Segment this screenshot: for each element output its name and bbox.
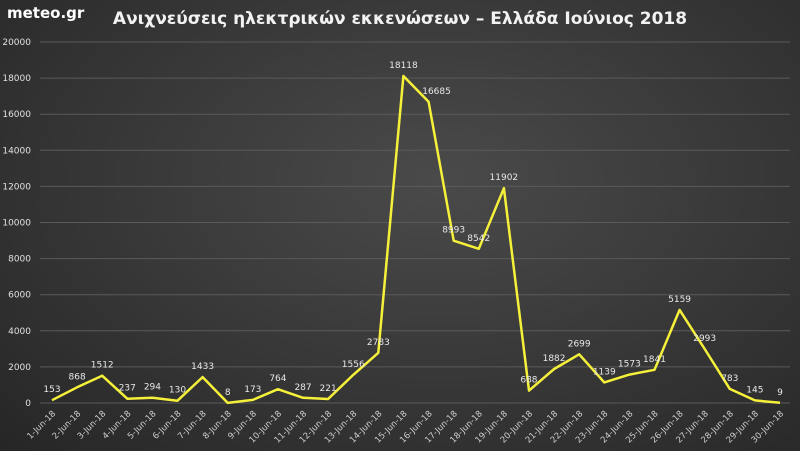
y-tick-label: 8000 xyxy=(8,255,31,265)
data-label: 8 xyxy=(225,388,231,398)
chart-title: Ανιχνεύσεις ηλεκτρικών εκκενώσεων – Ελλά… xyxy=(112,9,688,29)
y-tick-label: 20000 xyxy=(2,38,31,48)
brand-logo-text: meteo.gr xyxy=(7,4,85,22)
series-line xyxy=(51,74,781,405)
data-label: 16685 xyxy=(422,87,451,97)
data-label: 173 xyxy=(244,385,261,395)
data-label: 130 xyxy=(169,386,186,396)
data-label: 9 xyxy=(777,388,783,398)
y-tick-label: 10000 xyxy=(2,219,31,229)
data-label: 221 xyxy=(320,384,337,394)
data-label: 2993 xyxy=(693,334,716,344)
y-tick-label: 16000 xyxy=(2,110,31,120)
data-label: 1882 xyxy=(543,354,566,364)
data-labels: 153 868 1512 237 294 130 1433 8 173 764 287 221 1556… xyxy=(43,61,783,398)
data-label: 1556 xyxy=(342,360,365,370)
data-label: 1433 xyxy=(191,362,214,372)
data-label: 2699 xyxy=(568,339,591,349)
data-label: 1512 xyxy=(91,361,114,371)
data-label: 764 xyxy=(269,374,286,384)
data-label: 153 xyxy=(43,385,60,395)
y-tick-label: 12000 xyxy=(2,182,31,192)
data-label: 287 xyxy=(294,383,311,393)
data-label: 2783 xyxy=(367,338,390,348)
data-label: 237 xyxy=(119,384,136,394)
data-label: 8993 xyxy=(442,226,465,236)
data-label: 5159 xyxy=(668,295,691,305)
y-tick-label: 18000 xyxy=(2,74,31,84)
y-tick-label: 2000 xyxy=(8,363,31,373)
y-tick-label: 6000 xyxy=(8,291,31,301)
data-label: 1573 xyxy=(618,360,641,370)
data-label: 1139 xyxy=(593,367,616,377)
data-label: 294 xyxy=(144,383,161,393)
x-axis: 1-Jun-182-Jun-183-Jun-184-Jun-185-Jun-18… xyxy=(26,409,787,445)
data-label: 1841 xyxy=(643,355,666,365)
data-label: 868 xyxy=(69,372,86,382)
y-tick-label: 4000 xyxy=(8,327,31,337)
data-label: 8542 xyxy=(467,234,490,244)
data-label: 11902 xyxy=(490,173,519,183)
y-tick-label: 14000 xyxy=(2,146,31,156)
y-tick-label: 0 xyxy=(25,399,31,409)
y-axis: 0 2000 4000 6000 8000 10000 12000 14000 16000 180… xyxy=(2,38,31,409)
data-label: 688 xyxy=(520,376,537,386)
data-label: 783 xyxy=(721,374,738,384)
data-label: 18118 xyxy=(389,61,418,71)
gridlines xyxy=(40,41,790,404)
data-label: 145 xyxy=(746,385,763,395)
